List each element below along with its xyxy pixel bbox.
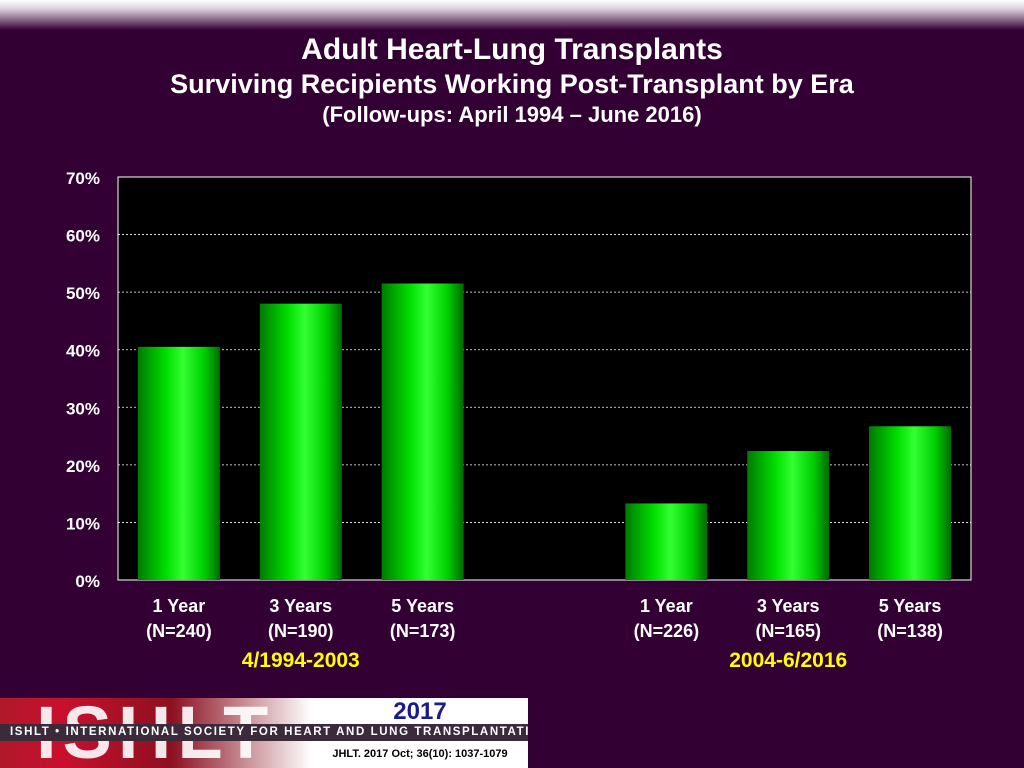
x-sample-size-label: (N=165)	[755, 621, 821, 641]
x-axis-labels: 1 Year (N=240) 3 Years (N=190) 5 Years (N=173…	[146, 596, 943, 672]
title-block: Adult Heart-Lung Transplants Surviving R…	[0, 32, 1024, 130]
x-sample-size-label: (N=226)	[634, 621, 700, 641]
x-category-label: 1 Year	[153, 596, 206, 616]
top-gradient-band	[0, 0, 1024, 30]
x-sample-size-label: (N=190)	[268, 621, 334, 641]
y-tick-label: 50%	[66, 284, 100, 303]
x-category-label: 5 Years	[879, 596, 942, 616]
bar	[747, 451, 830, 580]
x-category-label: 5 Years	[391, 596, 454, 616]
y-tick-label: 10%	[66, 514, 100, 533]
y-tick-label: 70%	[66, 169, 100, 188]
era-group-label: 4/1994-2003	[242, 649, 360, 672]
chart-subtitle: Surviving Recipients Working Post-Transp…	[170, 69, 854, 99]
bar	[625, 503, 708, 580]
x-category-label: 1 Year	[640, 596, 693, 616]
bar	[137, 346, 220, 580]
bars	[137, 283, 952, 580]
bar	[259, 303, 342, 580]
y-tick-label: 40%	[66, 342, 100, 361]
chart-followup-note: (Follow-ups: April 1994 – June 2016)	[322, 102, 702, 127]
bar	[869, 426, 952, 580]
y-axis-ticks: 0% 10% 20% 30% 40% 50% 60% 70%	[66, 169, 100, 591]
x-sample-size-label: (N=173)	[390, 621, 456, 641]
x-category-label: 3 Years	[269, 596, 332, 616]
report-year: 2017	[393, 698, 447, 725]
chart-title: Adult Heart-Lung Transplants	[301, 33, 723, 66]
society-name-band: ISHLT • INTERNATIONAL SOCIETY FOR HEART …	[0, 724, 528, 741]
y-tick-label: 20%	[66, 457, 100, 476]
plot-area	[117, 176, 972, 581]
era-group-label: 2004-6/2016	[729, 649, 847, 672]
y-tick-label: 60%	[66, 227, 100, 246]
bar	[381, 283, 464, 580]
journal-citation: JHLT. 2017 Oct; 36(10): 1037-1079	[332, 748, 508, 760]
x-sample-size-label: (N=138)	[877, 621, 943, 641]
x-category-label: 3 Years	[757, 596, 820, 616]
bar-chart: 0% 10% 20% 30% 40% 50% 60% 70% 1 Year (N=240) 3 Y…	[66, 169, 972, 672]
x-sample-size-label: (N=240)	[146, 621, 212, 641]
y-tick-label: 0%	[75, 572, 100, 591]
y-tick-label: 30%	[66, 399, 100, 418]
